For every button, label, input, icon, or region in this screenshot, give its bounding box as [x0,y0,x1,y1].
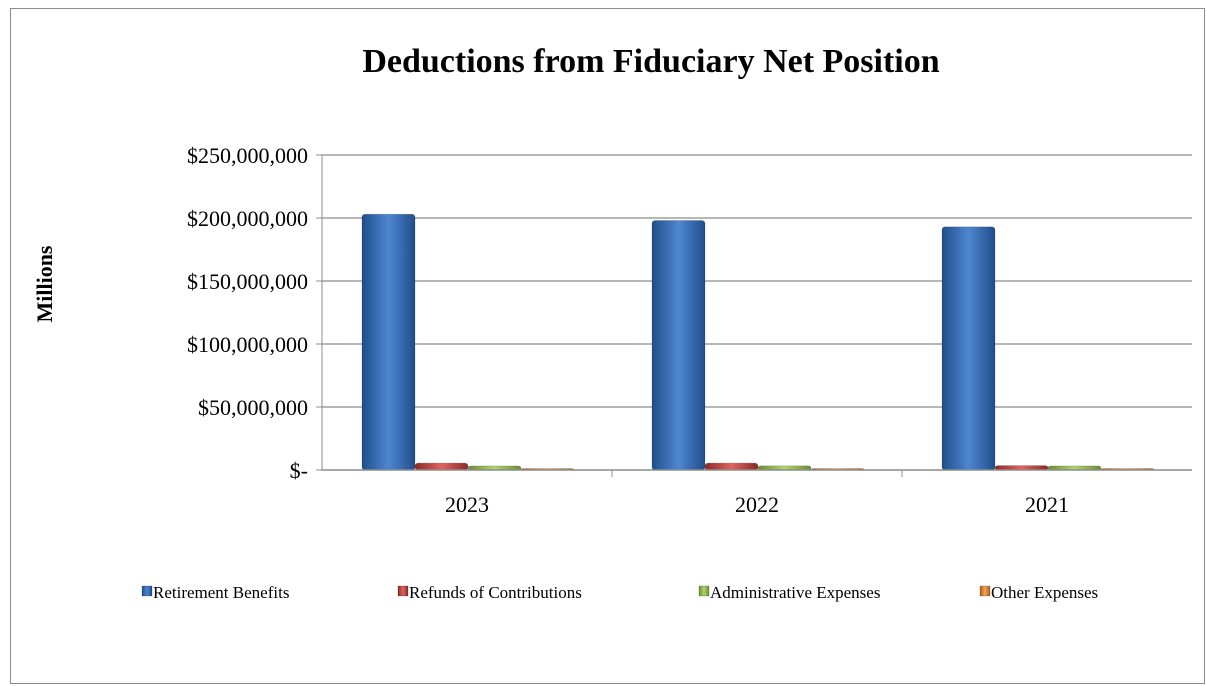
bar-refunds-of-contributions-2022 [704,462,759,471]
y-tick-label: $200,000,000 [187,206,308,231]
y-tick-label: $- [290,458,308,483]
bar-retirement-benefits-2023 [361,213,416,471]
legend-swatch [698,585,710,597]
x-tick-label: 2022 [735,492,779,517]
y-axis-ticks: $- $50,000,000 $100,000,000 $150,000,000 $20… [187,143,322,483]
x-axis-ticks: 2023 2022 2021 [445,470,1069,517]
bar-retirement-benefits-2021 [941,226,996,471]
legend-label: Retirement Benefits [153,583,289,602]
bar-refunds-of-contributions-2023 [414,462,469,471]
legend-swatch [141,585,153,597]
bars [361,213,1155,471]
x-axis [321,155,1192,471]
legend-label: Administrative Expenses [710,583,880,602]
legend-swatch [397,585,409,597]
gridlines [322,154,1192,408]
legend-label: Other Expenses [991,583,1098,602]
legend-label: Refunds of Contributions [409,583,582,602]
y-axis-label: Millions [32,245,57,322]
legend-swatch [979,585,991,597]
chart-title: Deductions from Fiduciary Net Position [362,43,939,80]
x-tick-label: 2023 [445,492,489,517]
chart-frame [10,8,1205,684]
bar-retirement-benefits-2022 [651,220,706,471]
y-tick-label: $100,000,000 [187,332,308,357]
y-tick-label: $250,000,000 [187,143,308,168]
x-tick-label: 2021 [1025,492,1069,517]
legend: Retirement Benefits Refunds of Contributi… [141,583,1098,602]
y-tick-label: $50,000,000 [198,395,308,420]
y-tick-label: $150,000,000 [187,269,308,294]
